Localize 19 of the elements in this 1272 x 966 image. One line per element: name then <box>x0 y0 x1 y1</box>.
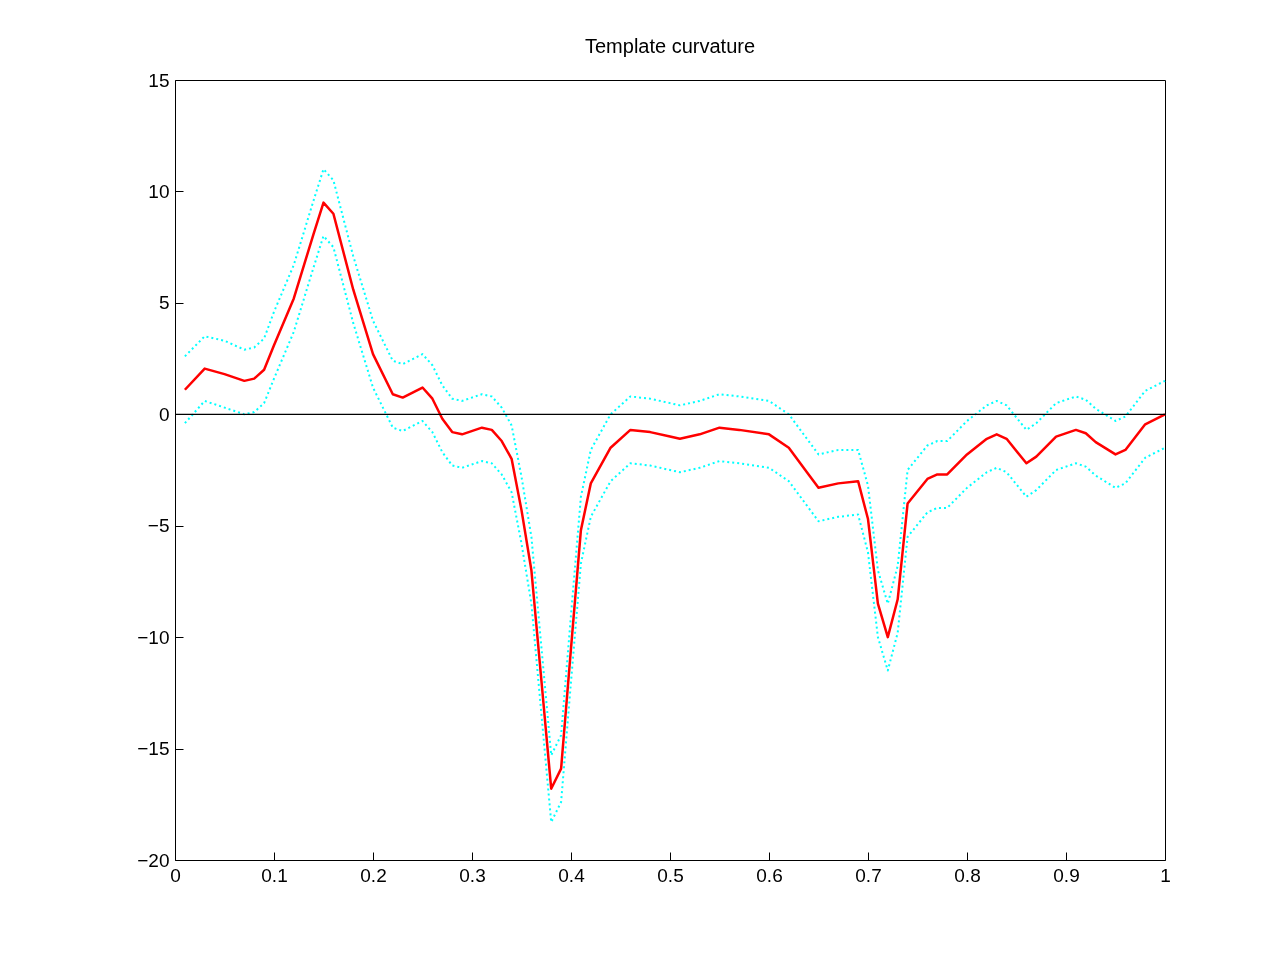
y-tick-label: 0 <box>158 403 170 425</box>
x-tick-label: 0.9 <box>1053 864 1080 886</box>
x-tick-label: 0.1 <box>261 864 288 886</box>
y-tick-label: −15 <box>137 738 170 760</box>
x-tick-label: 0.3 <box>459 864 486 886</box>
x-tick-label: 0.7 <box>855 864 882 886</box>
y-tick-label: −5 <box>147 515 170 537</box>
x-tick-label: 0.6 <box>756 864 783 886</box>
y-tick-label: 10 <box>148 180 170 202</box>
y-tick-label: 15 <box>148 69 170 91</box>
x-tick-label: 1 <box>1160 864 1171 886</box>
y-tick-label: −10 <box>137 626 170 648</box>
x-tick-label: 0.8 <box>954 864 981 886</box>
x-tick-label: 0.4 <box>558 864 586 886</box>
x-tick-label: 0.5 <box>657 864 684 886</box>
chart-title: Template curvature <box>584 35 756 57</box>
x-tick-label: 0.2 <box>360 864 387 886</box>
y-tick-label: 5 <box>158 292 170 314</box>
y-tick-label: −20 <box>137 849 170 871</box>
